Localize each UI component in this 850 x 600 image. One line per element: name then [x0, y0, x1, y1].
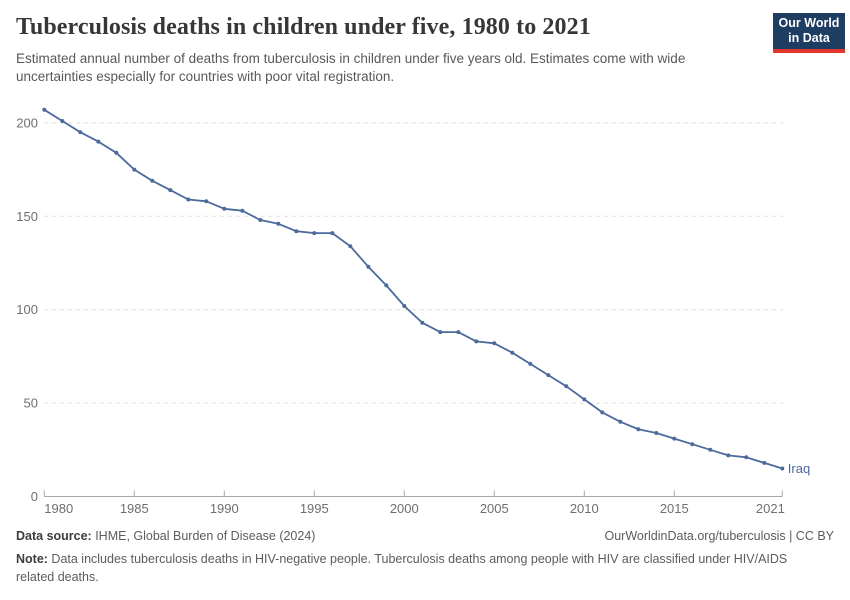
- data-point[interactable]: [546, 373, 551, 378]
- data-point[interactable]: [240, 208, 245, 213]
- data-point[interactable]: [96, 139, 101, 144]
- data-point[interactable]: [402, 304, 407, 308]
- data-point[interactable]: [654, 431, 659, 435]
- owid-logo: Our World in Data: [773, 13, 845, 53]
- data-point[interactable]: [582, 397, 587, 402]
- y-axis-tick-label: 50: [24, 396, 38, 411]
- data-point[interactable]: [690, 442, 695, 447]
- data-point[interactable]: [348, 244, 353, 249]
- data-point[interactable]: [492, 341, 497, 346]
- data-point[interactable]: [762, 460, 767, 465]
- data-point[interactable]: [420, 320, 425, 325]
- x-axis-tick-label: 1985: [120, 501, 149, 516]
- data-point[interactable]: [744, 455, 749, 460]
- data-point[interactable]: [618, 419, 623, 424]
- data-source-value: IHME, Global Burden of Disease (2024): [91, 529, 316, 543]
- data-point[interactable]: [510, 350, 515, 355]
- note-value: Data includes tuberculosis deaths in HIV…: [16, 552, 788, 584]
- data-point[interactable]: [780, 466, 785, 471]
- data-point[interactable]: [312, 231, 317, 236]
- note-label: Note:: [16, 552, 48, 566]
- data-point[interactable]: [222, 206, 227, 211]
- data-point[interactable]: [726, 453, 731, 458]
- data-point[interactable]: [150, 178, 155, 183]
- data-point[interactable]: [384, 283, 389, 288]
- y-axis-tick-label: 150: [16, 209, 38, 224]
- data-point[interactable]: [636, 427, 641, 432]
- data-line[interactable]: [43, 108, 784, 470]
- data-point[interactable]: [258, 218, 263, 222]
- x-axis-tick-label: 1990: [210, 501, 239, 516]
- data-point[interactable]: [294, 229, 299, 234]
- data-point[interactable]: [456, 330, 461, 335]
- x-axis-tick-label: 1995: [300, 501, 329, 516]
- attribution-link[interactable]: OurWorldinData.org/tuberculosis | CC BY: [604, 529, 835, 543]
- x-axis-tick-label: 2021: [756, 501, 785, 516]
- data-point[interactable]: [330, 231, 335, 236]
- data-source: Data source: IHME, Global Burden of Dise…: [16, 529, 315, 543]
- x-axis-tick-label: 2000: [390, 501, 419, 516]
- x-axis-tick-label: 1980: [44, 501, 73, 516]
- chart-subtitle: Estimated annual number of deaths from t…: [16, 51, 686, 84]
- data-point[interactable]: [600, 410, 605, 415]
- y-axis-tick-label: 100: [16, 302, 38, 317]
- data-point[interactable]: [60, 119, 65, 123]
- chart-note: Note: Data includes tuberculosis deaths …: [16, 551, 828, 587]
- data-point[interactable]: [132, 167, 137, 172]
- x-axis-tick-label: 2005: [480, 501, 509, 516]
- owid-logo-line2: in Data: [788, 31, 830, 45]
- data-point[interactable]: [564, 384, 569, 389]
- data-source-label: Data source:: [16, 529, 92, 543]
- y-axis-tick-label: 200: [16, 115, 38, 130]
- data-point[interactable]: [204, 199, 209, 204]
- data-point[interactable]: [186, 197, 191, 202]
- chart-footer: Data source: IHME, Global Burden of Dise…: [16, 529, 834, 587]
- y-axis-tick-label: 0: [31, 489, 38, 504]
- data-point[interactable]: [114, 150, 119, 155]
- data-point[interactable]: [672, 436, 677, 441]
- data-point[interactable]: [366, 264, 371, 269]
- entity-label[interactable]: Iraq: [788, 461, 810, 476]
- data-point[interactable]: [474, 339, 479, 344]
- data-point[interactable]: [276, 221, 281, 226]
- x-axis-tick-label: 2010: [570, 501, 599, 516]
- data-point[interactable]: [78, 130, 83, 135]
- chart-title: Tuberculosis deaths in children under fi…: [16, 14, 591, 40]
- data-point[interactable]: [42, 107, 47, 112]
- data-point[interactable]: [708, 447, 713, 452]
- data-point[interactable]: [528, 361, 533, 366]
- data-point[interactable]: [168, 188, 173, 193]
- owid-logo-line1: Our World: [778, 16, 840, 30]
- x-axis-tick-label: 2015: [660, 501, 689, 516]
- data-point[interactable]: [438, 330, 443, 335]
